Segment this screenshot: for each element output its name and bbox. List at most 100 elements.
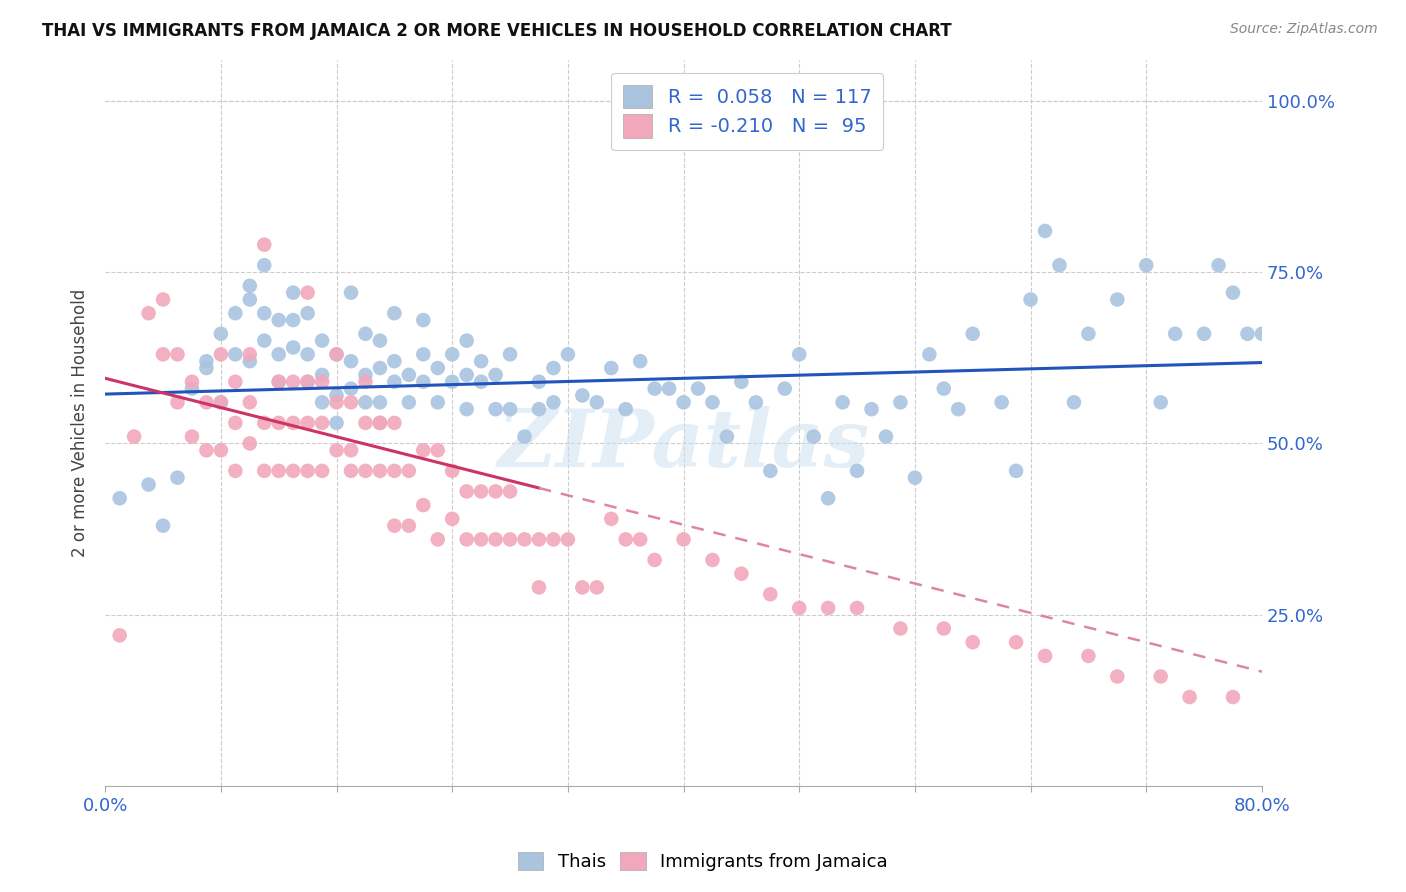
Point: [543, 533, 565, 547]
Legend: R =  0.058   N = 117, R = -0.210   N =  95: R = 0.058 N = 117, R = -0.210 N = 95: [612, 73, 883, 150]
Point: [904, 471, 927, 485]
Point: [600, 361, 623, 376]
Point: [181, 429, 204, 443]
Point: [600, 512, 623, 526]
Point: [499, 533, 522, 547]
Point: [325, 395, 347, 409]
Point: [932, 382, 955, 396]
Point: [283, 313, 305, 327]
Point: [325, 388, 347, 402]
Point: [1236, 326, 1258, 341]
Point: [1251, 326, 1274, 341]
Point: [239, 293, 262, 307]
Point: [585, 580, 607, 594]
Point: [297, 347, 319, 361]
Point: [470, 533, 492, 547]
Point: [267, 416, 290, 430]
Point: [297, 285, 319, 300]
Point: [773, 382, 796, 396]
Point: [297, 416, 319, 430]
Point: [209, 326, 232, 341]
Point: [297, 306, 319, 320]
Point: [384, 354, 406, 368]
Point: [108, 491, 131, 506]
Point: [384, 464, 406, 478]
Point: [817, 601, 839, 615]
Point: [398, 368, 420, 382]
Point: [628, 533, 651, 547]
Point: [209, 395, 232, 409]
Point: [354, 416, 377, 430]
Point: [426, 361, 449, 376]
Point: [441, 464, 464, 478]
Point: [368, 464, 391, 478]
Point: [614, 533, 637, 547]
Point: [368, 361, 391, 376]
Point: [354, 368, 377, 382]
Point: [889, 395, 911, 409]
Point: [571, 580, 593, 594]
Point: [384, 416, 406, 430]
Point: [787, 347, 810, 361]
Point: [1005, 635, 1028, 649]
Point: [470, 375, 492, 389]
Point: [412, 498, 434, 512]
Point: [875, 429, 897, 443]
Point: [224, 416, 246, 430]
Point: [644, 553, 666, 567]
Point: [311, 375, 333, 389]
Point: [138, 477, 160, 491]
Point: [1150, 395, 1173, 409]
Point: [224, 375, 246, 389]
Point: [354, 326, 377, 341]
Point: [166, 347, 188, 361]
Point: [962, 635, 984, 649]
Point: [543, 361, 565, 376]
Point: [283, 416, 305, 430]
Y-axis label: 2 or more Vehicles in Household: 2 or more Vehicles in Household: [72, 289, 89, 557]
Point: [368, 334, 391, 348]
Point: [181, 382, 204, 396]
Point: [325, 347, 347, 361]
Point: [1033, 224, 1056, 238]
Point: [325, 416, 347, 430]
Point: [484, 484, 506, 499]
Point: [716, 429, 738, 443]
Point: [1107, 669, 1129, 683]
Point: [283, 341, 305, 355]
Point: [527, 533, 550, 547]
Point: [368, 416, 391, 430]
Point: [368, 416, 391, 430]
Point: [441, 347, 464, 361]
Point: [166, 395, 188, 409]
Point: [253, 416, 276, 430]
Point: [340, 285, 363, 300]
Point: [283, 285, 305, 300]
Point: [585, 395, 607, 409]
Point: [195, 395, 218, 409]
Point: [831, 395, 853, 409]
Point: [325, 443, 347, 458]
Point: [239, 395, 262, 409]
Point: [181, 375, 204, 389]
Point: [412, 347, 434, 361]
Point: [297, 375, 319, 389]
Point: [166, 471, 188, 485]
Point: [948, 402, 970, 417]
Point: [787, 601, 810, 615]
Point: [571, 388, 593, 402]
Point: [138, 306, 160, 320]
Point: [1063, 395, 1085, 409]
Point: [152, 347, 174, 361]
Point: [499, 347, 522, 361]
Point: [918, 347, 941, 361]
Point: [1135, 258, 1157, 272]
Point: [195, 443, 218, 458]
Point: [1019, 293, 1042, 307]
Point: [499, 484, 522, 499]
Point: [253, 306, 276, 320]
Point: [267, 375, 290, 389]
Point: [384, 518, 406, 533]
Point: [239, 436, 262, 450]
Point: [311, 334, 333, 348]
